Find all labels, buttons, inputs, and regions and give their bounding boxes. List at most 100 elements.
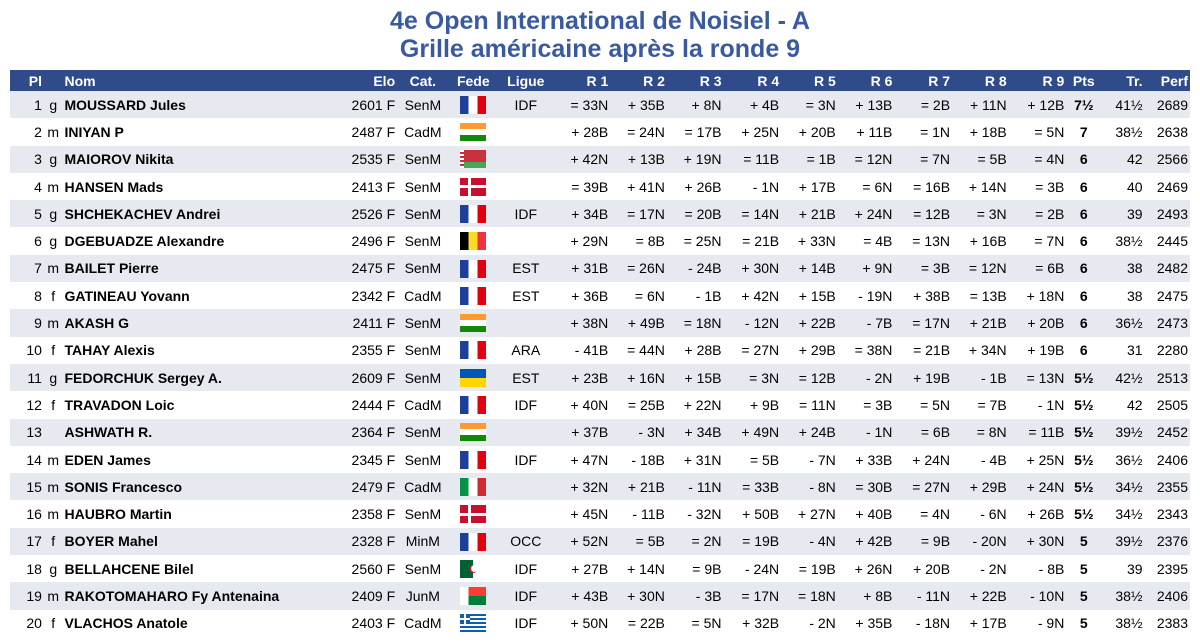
tiebreak-cell: 42 bbox=[1126, 396, 1143, 413]
player-name-cell: BELLAHCENE Bilel bbox=[64, 560, 194, 577]
round-8-result: + 18B bbox=[969, 123, 1007, 140]
belarus-flag-icon bbox=[460, 150, 487, 169]
round-8-result: = 7B bbox=[977, 396, 1007, 413]
round-6-result: - 2N bbox=[865, 369, 893, 386]
points-cell: 6 bbox=[1079, 287, 1088, 304]
league-cell: IDF bbox=[514, 96, 538, 113]
league-cell bbox=[498, 118, 554, 145]
round-9-result: + 18N bbox=[1026, 287, 1065, 304]
player-name-cell: TRAVADON Loic bbox=[64, 396, 175, 413]
category-cell: SenM bbox=[404, 260, 442, 277]
round-8-result: = 8N bbox=[976, 424, 1007, 441]
fide-title-cell: f bbox=[51, 615, 56, 632]
federation-cell bbox=[449, 555, 498, 582]
round-6-result: + 33B bbox=[855, 451, 893, 468]
round-7-result: = 16B bbox=[913, 178, 951, 195]
round-6-result: = 30B bbox=[855, 478, 893, 495]
league-cell: ARA bbox=[511, 342, 541, 359]
round-6-result: + 11B bbox=[856, 123, 893, 140]
france-flag-icon bbox=[460, 396, 487, 415]
league-cell: EST bbox=[512, 260, 540, 277]
round-5-result: + 33N bbox=[798, 233, 836, 250]
round-3-result: + 34B bbox=[684, 424, 722, 441]
performance-cell: 2513 bbox=[1156, 369, 1188, 386]
header-r7: R 7 bbox=[928, 72, 951, 89]
round-5-result: = 18N bbox=[798, 587, 836, 604]
table-row: 3 g MAIOROV Nikita 2535 F SenM + 42N + 13B + 19… bbox=[10, 145, 1190, 173]
france-flag-icon bbox=[460, 204, 487, 223]
round-4-result: = 5B bbox=[749, 451, 780, 468]
fide-title-cell: m bbox=[47, 123, 60, 140]
round-2-result: = 25B bbox=[627, 396, 665, 413]
category-cell: SenM bbox=[404, 506, 442, 523]
points-cell: 5½ bbox=[1074, 506, 1094, 523]
madagascar-flag-icon bbox=[460, 587, 487, 606]
points-cell: 5 bbox=[1079, 587, 1088, 604]
round-1-result: + 27B bbox=[571, 560, 609, 577]
elo-cell: 2345 F bbox=[351, 451, 396, 468]
round-8-result: + 21B bbox=[969, 315, 1007, 332]
round-9-result: = 3B bbox=[1035, 178, 1065, 195]
round-3-result: + 8N bbox=[691, 96, 722, 113]
round-3-result: = 18N bbox=[683, 315, 722, 332]
round-9-result: - 10N bbox=[1030, 587, 1065, 604]
round-3-result: = 17B bbox=[684, 123, 722, 140]
round-4-result: + 9B bbox=[749, 396, 780, 413]
round-8-result: - 20N bbox=[972, 533, 1007, 550]
elo-cell: 2355 F bbox=[351, 342, 396, 359]
round-9-result: + 12B bbox=[1027, 96, 1065, 113]
round-8-result: + 17B bbox=[969, 615, 1007, 632]
round-4-result: = 27N bbox=[741, 342, 780, 359]
tiebreak-cell: 38 bbox=[1126, 260, 1143, 277]
fide-title-cell: m bbox=[47, 478, 60, 495]
round-6-result: - 1N bbox=[865, 424, 893, 441]
category-cell: SenM bbox=[404, 96, 442, 113]
points-cell: 5½ bbox=[1074, 478, 1094, 495]
fide-title-cell: g bbox=[49, 151, 58, 168]
round-5-result: + 20B bbox=[798, 123, 836, 140]
table-row: 2 m INIYAN P 2487 F CadM + 28B = 24N = 17B + 25N… bbox=[10, 118, 1190, 146]
round-5-result: = 1B bbox=[806, 151, 836, 168]
tiebreak-cell: 38½ bbox=[1115, 615, 1143, 632]
fide-title-cell bbox=[44, 419, 63, 446]
round-7-result: = 13N bbox=[912, 233, 951, 250]
round-8-result: = 13B bbox=[969, 287, 1007, 304]
round-4-result: = 3N bbox=[749, 369, 780, 386]
category-cell: CadM bbox=[404, 615, 442, 632]
player-name-cell: HANSEN Mads bbox=[64, 178, 164, 195]
player-name-cell: BOYER Mahel bbox=[64, 533, 158, 550]
category-cell: CadM bbox=[404, 478, 442, 495]
round-7-result: = 1N bbox=[920, 123, 951, 140]
round-2-result: - 11B bbox=[632, 506, 665, 523]
league-cell: OCC bbox=[510, 533, 542, 550]
round-5-result: = 3N bbox=[805, 96, 836, 113]
round-4-result: + 32B bbox=[742, 615, 780, 632]
performance-cell: 2406 bbox=[1156, 587, 1188, 604]
round-9-result: = 6B bbox=[1035, 260, 1065, 277]
table-row: 1 g MOUSSARD Jules 2601 F SenM IDF = 33N + 35B +… bbox=[10, 91, 1190, 119]
header-r5: R 5 bbox=[813, 72, 836, 89]
performance-cell: 2473 bbox=[1156, 315, 1188, 332]
round-6-result: + 42B bbox=[855, 533, 893, 550]
league-cell bbox=[498, 500, 554, 527]
league-cell bbox=[498, 146, 554, 173]
belgium-flag-icon bbox=[460, 232, 487, 251]
federation-cell bbox=[449, 255, 498, 282]
federation-cell bbox=[449, 419, 498, 446]
round-2-result: + 16N bbox=[627, 369, 665, 386]
round-3-result: + 22N bbox=[683, 396, 722, 413]
fide-title-cell: m bbox=[47, 587, 60, 604]
player-name-cell: EDEN James bbox=[64, 451, 151, 468]
round-3-result: = 5N bbox=[691, 615, 722, 632]
fide-title-cell: g bbox=[49, 233, 58, 250]
points-cell: 5 bbox=[1079, 615, 1088, 632]
round-7-result: = 9B bbox=[920, 533, 951, 550]
round-7-result: = 12B bbox=[913, 205, 951, 222]
fide-title-cell: m bbox=[47, 178, 60, 195]
round-5-result: - 2N bbox=[809, 615, 836, 632]
fide-title-cell: f bbox=[51, 533, 56, 550]
points-cell: 5 bbox=[1079, 560, 1088, 577]
round-4-result: = 21B bbox=[742, 233, 780, 250]
category-cell: SenM bbox=[404, 560, 442, 577]
place-cell: 12 bbox=[26, 396, 42, 413]
